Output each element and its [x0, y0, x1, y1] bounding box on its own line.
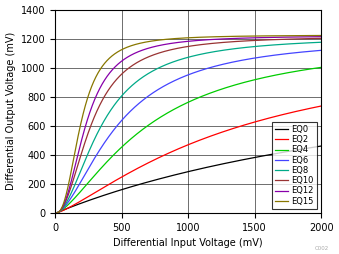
EQ0 — [319, 145, 323, 148]
EQ15 — [165, 38, 169, 41]
EQ6 — [180, 76, 184, 79]
EQ2 — [246, 122, 251, 125]
EQ6 — [167, 82, 171, 85]
EQ8 — [54, 212, 58, 215]
EQ10 — [298, 37, 302, 40]
EQ2 — [165, 152, 169, 155]
X-axis label: Differential Input Voltage (mV): Differential Input Voltage (mV) — [114, 239, 263, 248]
Line: EQ2: EQ2 — [56, 106, 321, 213]
EQ0 — [298, 148, 302, 151]
EQ15 — [54, 212, 58, 215]
EQ2 — [298, 109, 302, 112]
Line: EQ15: EQ15 — [56, 36, 321, 213]
Line: EQ12: EQ12 — [56, 37, 321, 213]
Line: EQ4: EQ4 — [56, 67, 321, 213]
EQ0 — [167, 175, 171, 178]
EQ10 — [167, 49, 171, 52]
EQ2 — [180, 146, 184, 149]
EQ15 — [319, 34, 323, 37]
EQ6 — [311, 50, 315, 53]
EQ15 — [298, 34, 302, 37]
EQ4 — [298, 69, 302, 72]
EQ6 — [319, 49, 323, 52]
EQ2 — [311, 106, 315, 109]
Line: EQ10: EQ10 — [56, 38, 321, 213]
EQ4 — [311, 67, 315, 70]
EQ6 — [54, 212, 58, 215]
Legend: EQ0, EQ2, EQ4, EQ6, EQ8, EQ10, EQ12, EQ15: EQ0, EQ2, EQ4, EQ6, EQ8, EQ10, EQ12, EQ1… — [272, 122, 317, 209]
EQ4 — [180, 104, 184, 107]
EQ4 — [167, 110, 171, 114]
EQ6 — [246, 58, 251, 61]
EQ2 — [167, 151, 171, 154]
EQ10 — [165, 49, 169, 52]
EQ12 — [319, 35, 323, 38]
EQ4 — [54, 212, 58, 215]
EQ4 — [319, 66, 323, 69]
EQ12 — [167, 42, 171, 45]
EQ4 — [246, 80, 251, 83]
EQ10 — [246, 39, 251, 42]
EQ2 — [54, 212, 58, 215]
EQ12 — [180, 40, 184, 43]
Line: EQ8: EQ8 — [56, 42, 321, 213]
EQ6 — [165, 83, 169, 86]
EQ8 — [180, 58, 184, 61]
EQ10 — [319, 37, 323, 40]
EQ6 — [298, 51, 302, 54]
EQ15 — [180, 37, 184, 40]
EQ15 — [246, 35, 251, 38]
EQ0 — [180, 172, 184, 175]
Line: EQ6: EQ6 — [56, 50, 321, 213]
Line: EQ0: EQ0 — [56, 146, 321, 213]
EQ8 — [165, 63, 169, 66]
EQ8 — [167, 62, 171, 65]
EQ15 — [311, 34, 315, 37]
EQ4 — [165, 112, 169, 115]
EQ12 — [311, 35, 315, 38]
EQ0 — [54, 212, 58, 215]
EQ10 — [311, 37, 315, 40]
EQ12 — [246, 36, 251, 39]
Y-axis label: Differential Output Voltage (mV): Differential Output Voltage (mV) — [5, 32, 16, 190]
EQ8 — [246, 46, 251, 49]
EQ8 — [319, 41, 323, 44]
EQ0 — [311, 146, 315, 149]
Text: C002: C002 — [315, 246, 329, 251]
EQ2 — [319, 104, 323, 107]
EQ0 — [246, 157, 251, 160]
EQ12 — [165, 42, 169, 45]
EQ12 — [298, 35, 302, 38]
EQ0 — [165, 175, 169, 178]
EQ10 — [180, 46, 184, 49]
EQ12 — [54, 212, 58, 215]
EQ10 — [54, 212, 58, 215]
EQ15 — [167, 38, 171, 41]
EQ8 — [298, 42, 302, 45]
EQ8 — [311, 41, 315, 44]
